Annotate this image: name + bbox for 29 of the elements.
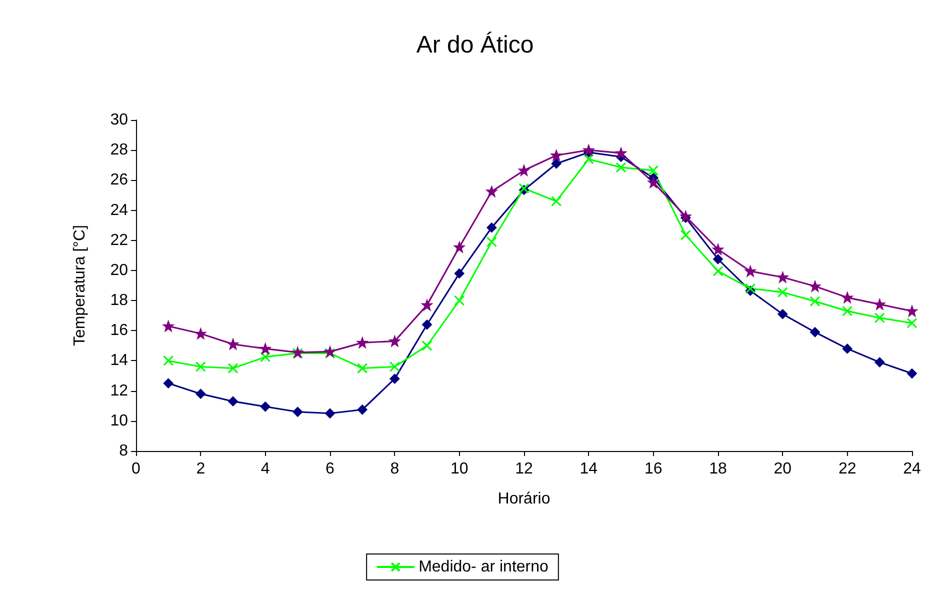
y-tick-label: 8 bbox=[119, 442, 128, 460]
x-tick-label: 10 bbox=[450, 460, 468, 478]
x-tick-label: 4 bbox=[260, 460, 270, 478]
x-tick-label: 20 bbox=[774, 460, 792, 478]
x-tick-label: 24 bbox=[903, 460, 921, 478]
x-tick-label: 18 bbox=[709, 460, 727, 478]
x-tick-label: 22 bbox=[838, 460, 856, 478]
x-tick-label: 14 bbox=[580, 460, 598, 478]
y-tick-label: 10 bbox=[110, 412, 128, 430]
y-tick-label: 20 bbox=[110, 262, 128, 279]
chart-title: Ar do Ático bbox=[416, 32, 534, 58]
y-tick-label: 16 bbox=[110, 322, 128, 340]
x-tick-label: 16 bbox=[644, 460, 662, 478]
y-tick-label: 22 bbox=[110, 232, 128, 249]
x-axis-title: Horário bbox=[498, 490, 550, 508]
x-tick-label: 6 bbox=[326, 460, 335, 478]
y-tick-label: 30 bbox=[110, 112, 128, 128]
x-tick-label: 2 bbox=[196, 460, 206, 478]
y-tick-label: 12 bbox=[110, 382, 128, 400]
y-tick-label: 24 bbox=[110, 202, 128, 219]
y-tick-label: 18 bbox=[110, 292, 128, 310]
legend-label: Medido- ar interno bbox=[418, 558, 549, 576]
x-tick-label: 12 bbox=[515, 460, 533, 478]
y-tick-label: 28 bbox=[110, 142, 128, 159]
y-axis-title: Temperatura [°C] bbox=[72, 224, 88, 346]
y-tick-label: 26 bbox=[110, 172, 128, 189]
y-tick-label: 14 bbox=[110, 352, 128, 370]
x-tick-label: 8 bbox=[390, 460, 400, 478]
x-tick-label: 0 bbox=[132, 460, 141, 478]
